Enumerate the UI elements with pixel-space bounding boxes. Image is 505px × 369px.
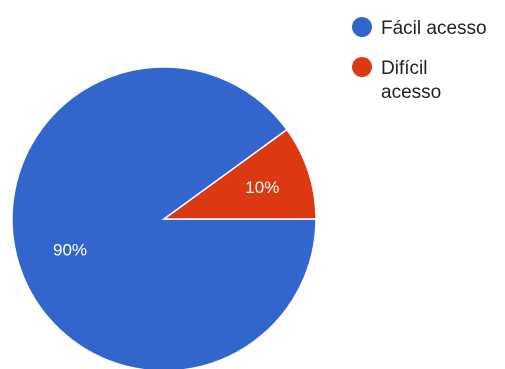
legend-swatch-facil-acesso (352, 17, 372, 37)
legend-label-dificil-acesso-line-1: Difícil (381, 58, 427, 79)
pie-slices (11, 66, 317, 369)
pie-slice-dificil-acesso (161, 128, 317, 220)
legend-label-dificil-acesso-line-2: acesso (381, 82, 441, 103)
pie-slice-facil-acesso (11, 66, 317, 369)
slice-label-dificil-acesso: 10% (245, 178, 279, 197)
legend: Fácil acesso Difícil acesso (352, 17, 487, 103)
slice-labels: 90% 10% (53, 178, 279, 259)
legend-label-facil-acesso-line-1: Fácil acesso (381, 18, 487, 39)
legend-swatch-dificil-acesso (352, 57, 372, 77)
slice-label-facil-acesso: 90% (53, 241, 87, 260)
